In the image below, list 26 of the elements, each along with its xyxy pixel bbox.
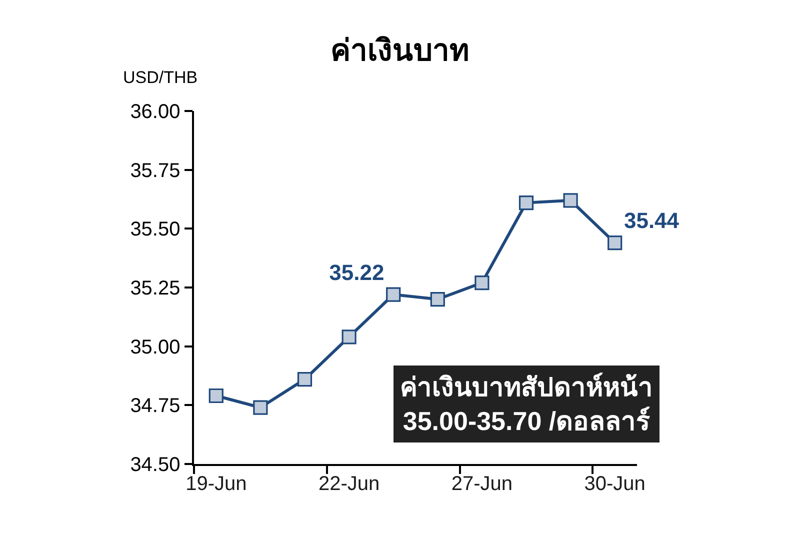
annotation: ค่าเงินบาทสัปดาห์หน้า 35.00-35.70 /ดอลลาร์: [400, 372, 653, 436]
y-tick-label: 35.75: [130, 160, 180, 182]
y-axis-title: USD/THB: [123, 68, 198, 87]
x-tick-label: 30-Jun: [584, 472, 646, 495]
x-tick-label: 27-Jun: [451, 472, 513, 495]
y-tick-label: 35.50: [130, 218, 180, 241]
data-label: 35.22: [329, 260, 384, 285]
point: [430, 292, 445, 307]
x-tick-label: 19-Jun: [186, 472, 247, 495]
point: [386, 287, 401, 302]
point: [208, 388, 224, 404]
point: [563, 193, 578, 208]
x-tick-label: 22-Jun: [318, 472, 380, 495]
y-tick-label: 36.00: [130, 101, 180, 123]
y-tick-label: 34.50: [130, 454, 180, 476]
point: [474, 275, 490, 290]
y-tick-label: 35.25: [130, 278, 180, 300]
data-label: 35.44: [624, 208, 680, 234]
point: [518, 195, 534, 210]
point: [608, 235, 622, 250]
point: [253, 400, 268, 415]
chart-title: ค่าเงินบาท: [330, 34, 470, 68]
y-tick-label: 35.00: [130, 336, 180, 358]
y-tick-label: 34.75: [130, 395, 180, 418]
point: [342, 330, 356, 344]
point: [297, 372, 312, 387]
